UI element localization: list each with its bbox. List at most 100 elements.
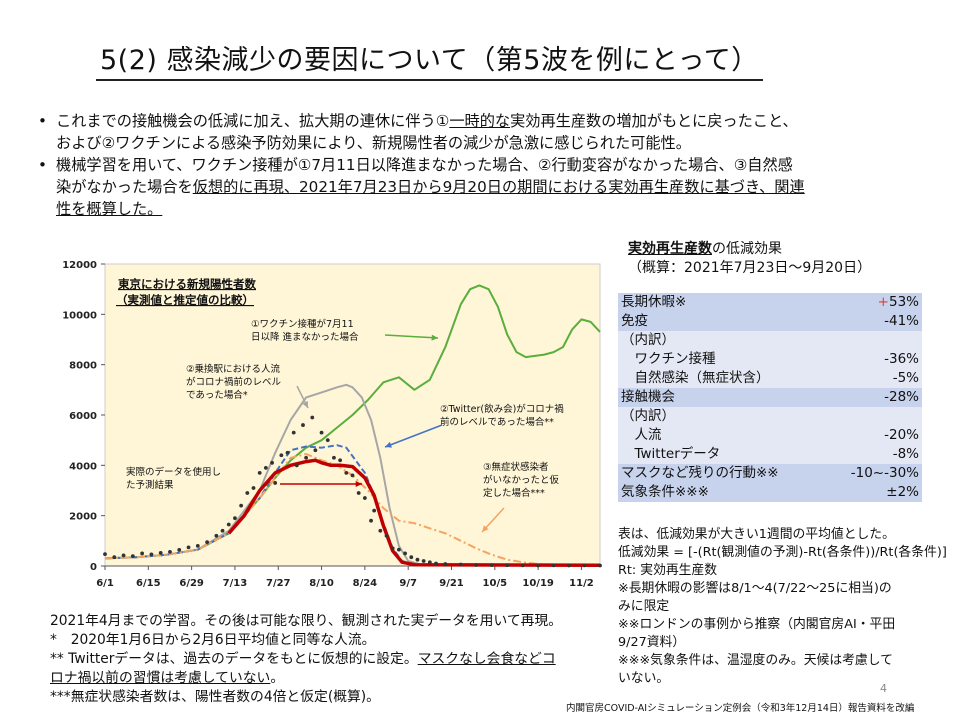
table-row: ワクチン接種 -36% <box>618 350 922 369</box>
data-point-actual <box>220 528 225 533</box>
series-line-prediction <box>227 458 601 567</box>
table-row-value-text: -28% <box>884 389 919 405</box>
bullet-2-underlined: 仮想的に再現、2021年7月23日から9月20日の期間における実効再生産数に基づ… <box>192 178 805 196</box>
table-row-label: （内訳） <box>618 407 846 426</box>
data-point-actual <box>195 543 200 548</box>
annotation-asymptomatic: ③無症状感染者がいなかったと仮定した場合*** <box>483 461 560 499</box>
annotation-prediction: 実際のデータを使用した予測結果 <box>126 466 221 491</box>
bullet-1-line-2: および②ワクチンによる感染予防効果により、新規陽性者の減少が急激に感じられた可能… <box>56 134 691 152</box>
table-row-label: 接触機会 <box>618 388 846 407</box>
data-point-actual <box>130 554 135 559</box>
table-row: （内訳） <box>618 331 922 350</box>
data-point-actual <box>158 551 163 555</box>
bullet-1: これまでの接触機会の低減に加え、拡大期の連休に伴う①一時的な実効再生産数の増加が… <box>36 110 926 154</box>
data-point-actual <box>140 551 145 556</box>
bottom-note-1: 2021年4月までの学習。その後は可能な限り、観測された実データを用いて再現。 <box>50 613 563 629</box>
data-point-actual <box>325 438 330 443</box>
x-tick-label: 8/24 <box>353 578 378 589</box>
data-point-actual <box>350 473 355 478</box>
bottom-note-4-text: 。 <box>270 670 285 686</box>
data-point-actual <box>409 555 414 560</box>
arrow-twitter-head <box>385 441 392 448</box>
arrow-mobility-head <box>302 401 308 408</box>
data-point-actual <box>121 553 126 558</box>
page-number: 4 <box>880 682 887 695</box>
x-tick-label: 7/13 <box>223 578 248 589</box>
data-point-actual <box>344 470 349 475</box>
x-tick-label: 6/29 <box>179 578 204 589</box>
bullet-2-line-3: 性を概算した。 <box>56 200 163 218</box>
arrow-twitter <box>384 424 443 448</box>
data-point-actual <box>239 503 244 508</box>
table-row-value <box>846 331 922 350</box>
x-tick-label: 9/7 <box>399 578 417 589</box>
table-row: 接触機会 -28% <box>618 388 922 407</box>
table-subtitle: （概算：2021年7月23日～9月20日） <box>628 260 872 276</box>
table-row: Twitterデータ -8% <box>618 445 922 464</box>
annotation-mobility: ②乗換駅における人流がコロナ禍前のレベルであった場合* <box>186 363 282 401</box>
data-point-actual <box>362 496 367 500</box>
reduction-effect-table: 長期休暇※ +53% 免疫 -41% （内訳） ワクチン接種 -36% 自然感染（無症状含… <box>618 293 922 502</box>
bottom-note-3-text: ** Twitterデータは、過去のデータをもとに仮想的に設定。 <box>50 651 418 667</box>
table-row-value: -36% <box>846 350 922 369</box>
table-row-label: ワクチン接種 <box>618 350 846 369</box>
table-title: 実効再生産数の低減効果 （概算：2021年7月23日～9月20日） <box>628 240 871 278</box>
y-tick-label: 6000 <box>69 411 97 422</box>
data-point-actual <box>421 559 426 563</box>
bottom-note-4-underlined: ロナ禍以前の習慣は考慮していない <box>50 670 271 686</box>
data-point-actual <box>415 557 420 562</box>
data-point-actual <box>582 563 587 568</box>
data-point-actual <box>273 481 278 485</box>
x-tick-label: 6/1 <box>96 578 114 589</box>
data-point-actual <box>233 516 237 521</box>
table-row-value-text: -20% <box>884 427 919 443</box>
table-row-label: Twitterデータ <box>618 445 846 464</box>
x-tick-label: 6/15 <box>136 578 161 589</box>
bottom-note-3-underlined: マスクなし会食などコ <box>417 651 556 667</box>
table-row: 人流 -20% <box>618 426 922 445</box>
table-row-value: +53% <box>846 293 922 312</box>
y-tick-label: 2000 <box>69 512 97 523</box>
x-tick-label: 7/27 <box>266 578 291 589</box>
table-row: 免疫 -41% <box>618 312 922 331</box>
bottom-note-2: * 2020年1月6日から2月6日平均値と同等な人流。 <box>50 632 376 648</box>
y-tick-label: 4000 <box>69 461 97 472</box>
data-point-actual <box>338 458 343 463</box>
chart-subtitle: （実測値と推定値の比較） <box>116 293 254 307</box>
data-point-actual <box>310 415 315 420</box>
table-row-value-text: -41% <box>884 313 919 329</box>
data-point-actual <box>313 448 318 453</box>
data-point-actual <box>378 528 383 533</box>
note-line: 表は、低減効果が大きい1週間の平均値とした。 <box>618 527 895 542</box>
table-row-value: -5% <box>846 369 922 388</box>
x-tick-label: 11/16 <box>609 578 610 589</box>
note-line: 低減効果 = [-(Rt(観測値の予測)-Rt(各条件))/Rt(各条件)] <box>618 545 947 560</box>
bullet-2: 機械学習を用いて、ワクチン接種が①7月11日以降進まなかった場合、②行動変容がな… <box>36 154 926 220</box>
x-tick-label: 10/5 <box>483 578 508 589</box>
chart-title: 東京における新規陽性者数 <box>118 277 256 291</box>
data-point-actual <box>390 546 395 551</box>
data-point-actual <box>251 486 256 490</box>
table-row-value: ±2% <box>846 483 922 502</box>
data-point-actual <box>279 453 284 458</box>
data-point-actual <box>149 552 154 557</box>
table-row-value: -10~-30% <box>846 464 922 483</box>
data-point-actual <box>458 562 463 567</box>
note-line: ※長期休暇の影響は8/1～4(7/22～25に相当)の <box>618 581 892 596</box>
data-point-actual <box>369 518 373 523</box>
positive-cases-chart: 0 2000 4000 6000 8000 10000 12000 6/1 6/15 6/29 7/… <box>62 260 610 589</box>
data-point-actual <box>270 460 274 465</box>
note-line: ※※※気象条件は、温湿度のみ。天候は考慮して <box>618 653 893 668</box>
data-point-actual <box>536 563 541 568</box>
table-row-value: -41% <box>846 312 922 331</box>
table-row-value-prefix: + <box>877 294 889 310</box>
table-row-value: -8% <box>846 445 922 464</box>
bullet-list: これまでの接触機会の低減に加え、拡大期の連休に伴う①一時的な実効再生産数の増加が… <box>36 110 926 220</box>
table-row-value-text: -5% <box>892 370 919 386</box>
x-tick-label: 8/10 <box>309 578 334 589</box>
arrow-prediction-head <box>355 480 362 488</box>
data-point-actual <box>226 522 231 527</box>
data-point-actual <box>397 547 401 552</box>
data-point-actual <box>263 465 268 470</box>
data-point-actual <box>434 561 438 566</box>
